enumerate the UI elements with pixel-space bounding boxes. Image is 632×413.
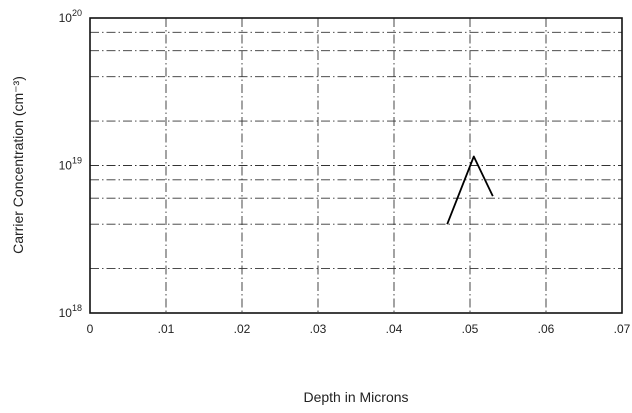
x-tick-label: .04 xyxy=(386,322,403,336)
x-axis-title: Depth in Microns xyxy=(303,389,408,405)
x-tick-label: .01 xyxy=(158,322,175,336)
y-tick-label: 1019 xyxy=(59,156,82,173)
x-tick-label: .02 xyxy=(234,322,251,336)
plot-frame xyxy=(89,17,623,314)
x-tick-labels: 0 .01 .02 .03 .04 .05 .06 .07 xyxy=(87,322,631,336)
x-tick-label: .07 xyxy=(614,322,631,336)
x-tick-label: 0 xyxy=(87,322,94,336)
x-tick-label: .05 xyxy=(462,322,479,336)
y-tick-label: 1018 xyxy=(59,303,82,320)
x-tick-label: .03 xyxy=(310,322,327,336)
y-axis-title: Carrier Concentration (cm⁻³) xyxy=(10,76,26,254)
y-tick-label: 1020 xyxy=(59,8,82,25)
y-tick-labels: 1018 1019 1020 xyxy=(59,8,82,320)
x-tick-label: .06 xyxy=(538,322,555,336)
grid xyxy=(90,18,622,313)
series-layer xyxy=(446,155,494,225)
series-line xyxy=(446,155,494,225)
